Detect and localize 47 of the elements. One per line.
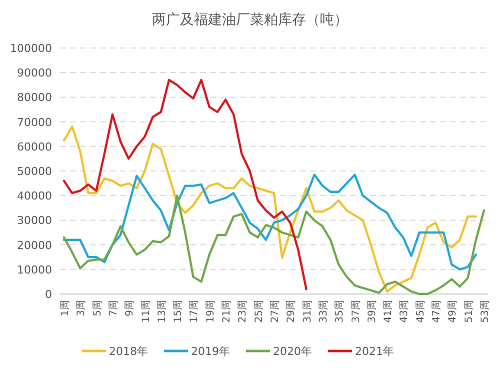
line-series (62, 194, 486, 296)
y-tick-label: 70000 (17, 116, 52, 129)
x-tick-label: 49周 (448, 300, 459, 323)
x-tick-label: 13周 (156, 300, 168, 323)
y-tick-label: 100000 (10, 42, 52, 55)
x-tick-label: 33周 (318, 300, 330, 323)
x-tick-label: 21周 (222, 300, 233, 323)
x-tick-label: 1周 (60, 300, 71, 316)
line-series (62, 126, 477, 293)
legend-label: 2020年 (273, 345, 312, 358)
line-series (62, 78, 308, 290)
legend-label: 2021年 (355, 345, 394, 358)
y-tick-label: 80000 (17, 91, 52, 104)
x-tick-label: 11周 (140, 300, 152, 323)
x-tick-label: 23周 (238, 300, 249, 323)
x-tick-label: 3周 (76, 300, 88, 316)
x-tick-label: 51周 (464, 300, 475, 323)
x-tick-label: 25周 (254, 300, 265, 323)
x-tick-label: 17周 (189, 300, 200, 323)
y-tick-label: 30000 (17, 214, 52, 228)
y-tick-label: 40000 (17, 190, 52, 203)
chart-title: 两广及福建油厂菜粕库存（吨） (152, 12, 348, 28)
x-tick-label: 41周 (383, 300, 394, 323)
x-tick-label: 15周 (173, 300, 184, 323)
y-tick-label: 10000 (17, 263, 52, 276)
x-tick-label: 39周 (366, 300, 378, 323)
x-tick-label: 5周 (92, 300, 104, 316)
legend-label: 2019年 (191, 345, 230, 358)
x-tick-label: 43周 (399, 300, 410, 323)
x-tick-label: 9周 (124, 300, 136, 316)
x-tick-label: 19周 (205, 300, 216, 323)
y-tick-label: 50000 (17, 165, 52, 178)
x-tick-label: 7周 (108, 300, 120, 316)
line-series (62, 174, 477, 270)
x-tick-label: 45周 (415, 300, 426, 323)
x-tick-label: 27周 (270, 300, 281, 323)
x-tick-label: 35周 (334, 300, 346, 323)
y-tick-label: 90000 (17, 66, 52, 80)
y-tick-label: 60000 (17, 140, 52, 154)
y-tick-label: 20000 (17, 238, 52, 252)
x-tick-label: 47周 (432, 300, 443, 323)
x-tick-label: 37周 (350, 300, 362, 323)
x-tick-label: 53周 (480, 300, 491, 323)
x-tick-label: 29周 (286, 300, 298, 323)
y-tick-label: 0 (45, 288, 52, 301)
legend-label: 2018年 (109, 345, 148, 358)
x-tick-label: 31周 (302, 300, 314, 323)
